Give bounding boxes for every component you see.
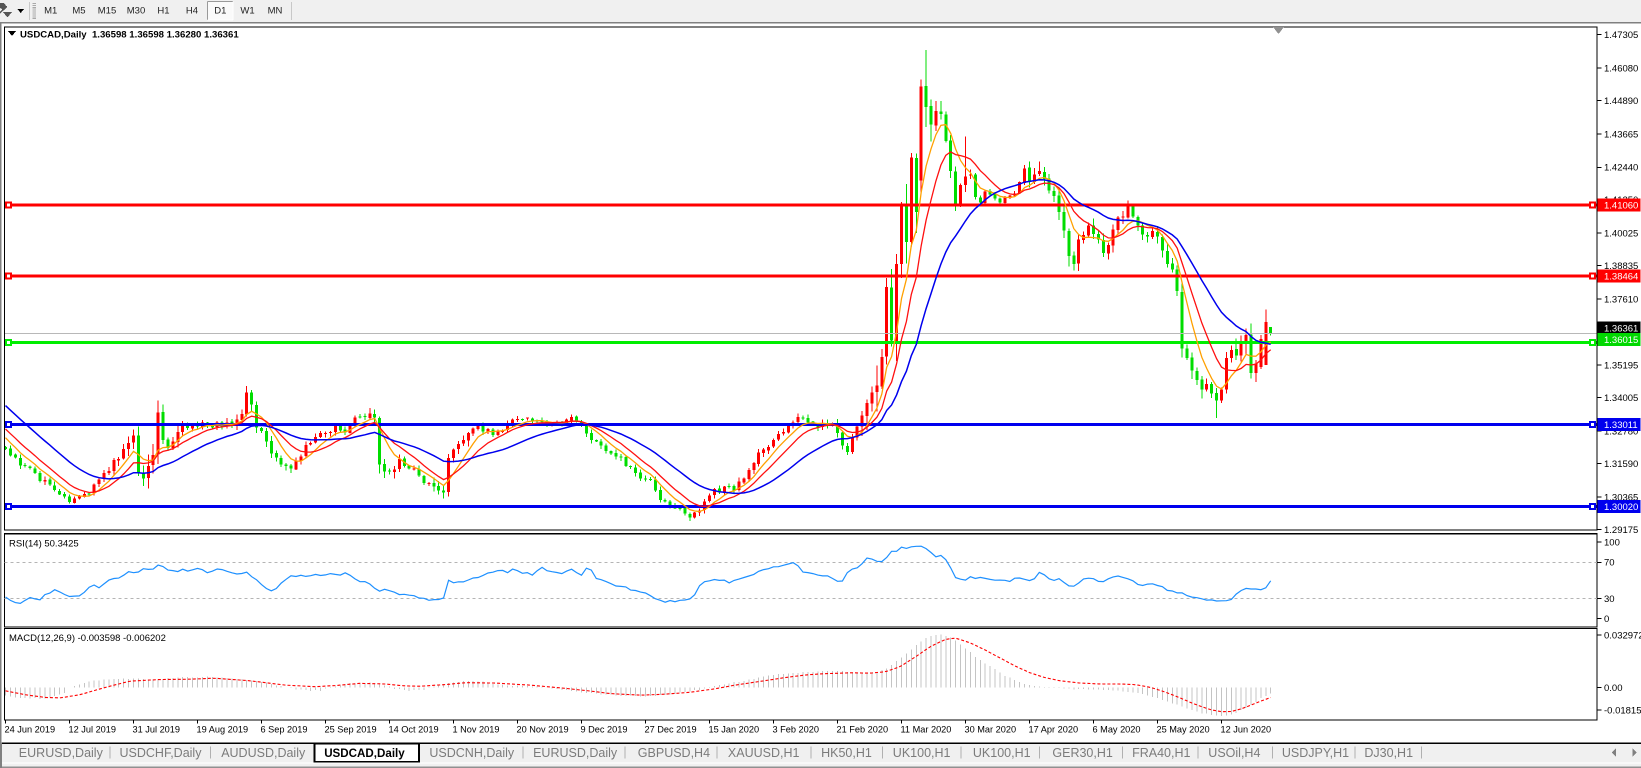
svg-text:USDJPY,H1: USDJPY,H1 (1282, 746, 1349, 760)
svg-text:1.33011: 1.33011 (1604, 420, 1638, 431)
svg-text:UK100,H1: UK100,H1 (973, 746, 1031, 760)
svg-text:MN: MN (268, 6, 283, 17)
svg-text:19 Aug 2019: 19 Aug 2019 (197, 725, 249, 735)
svg-text:1.44890: 1.44890 (1604, 96, 1638, 107)
svg-text:3 Feb 2020: 3 Feb 2020 (773, 725, 820, 735)
svg-text:1.35195: 1.35195 (1604, 361, 1638, 372)
svg-text:1.37610: 1.37610 (1604, 295, 1638, 306)
svg-text:M15: M15 (98, 6, 116, 17)
svg-text:100: 100 (1604, 537, 1620, 548)
svg-text:1.31590: 1.31590 (1604, 459, 1638, 470)
svg-text:USDCNH,Daily: USDCNH,Daily (429, 746, 514, 760)
svg-text:AUDUSD,Daily: AUDUSD,Daily (221, 746, 306, 760)
svg-text:1.30365: 1.30365 (1604, 492, 1638, 503)
svg-text:USDCHF,Daily: USDCHF,Daily (120, 746, 203, 760)
svg-text:EURUSD,Daily: EURUSD,Daily (19, 746, 104, 760)
svg-text:1.30020: 1.30020 (1604, 502, 1638, 513)
svg-text:M5: M5 (72, 6, 85, 17)
svg-text:1.42440: 1.42440 (1604, 163, 1638, 174)
svg-text:20 Nov 2019: 20 Nov 2019 (517, 725, 569, 735)
svg-text:USOil,H4: USOil,H4 (1208, 746, 1260, 760)
svg-text:USDCAD,Daily 1.36598 1.36598: USDCAD,Daily 1.36598 1.36598 1.36280 1.3… (20, 30, 239, 41)
svg-text:6 May 2020: 6 May 2020 (1093, 725, 1141, 735)
svg-text:11 Mar 2020: 11 Mar 2020 (901, 725, 952, 735)
svg-text:25 Sep 2019: 25 Sep 2019 (325, 725, 377, 735)
svg-text:1.36361: 1.36361 (1604, 324, 1638, 335)
svg-text:0.032972: 0.032972 (1604, 630, 1641, 641)
svg-text:31 Jul 2019: 31 Jul 2019 (133, 725, 181, 735)
svg-text:1.38835: 1.38835 (1604, 261, 1638, 272)
svg-text:1.34005: 1.34005 (1604, 393, 1638, 404)
svg-text:9 Dec 2019: 9 Dec 2019 (581, 725, 628, 735)
svg-text:GBPUSD,H4: GBPUSD,H4 (638, 746, 710, 760)
svg-text:25 May 2020: 25 May 2020 (1157, 725, 1210, 735)
svg-text:GER30,H1: GER30,H1 (1052, 746, 1112, 760)
svg-text:1.41060: 1.41060 (1604, 200, 1638, 211)
svg-text:M30: M30 (127, 6, 145, 17)
svg-text:14 Oct 2019: 14 Oct 2019 (389, 725, 439, 735)
svg-text:0: 0 (1604, 614, 1609, 625)
svg-text:1.47305: 1.47305 (1604, 30, 1638, 41)
svg-text:17 Apr 2020: 17 Apr 2020 (1029, 725, 1079, 735)
svg-text:1 Nov 2019: 1 Nov 2019 (453, 725, 500, 735)
svg-text:H1: H1 (157, 6, 169, 17)
svg-text:1.32780: 1.32780 (1604, 426, 1638, 437)
svg-text:UK100,H1: UK100,H1 (893, 746, 951, 760)
svg-text:HK50,H1: HK50,H1 (821, 746, 872, 760)
svg-text:USDCAD,Daily: USDCAD,Daily (324, 747, 405, 760)
svg-text:12 Jul 2019: 12 Jul 2019 (69, 725, 117, 735)
svg-text:15 Jan 2020: 15 Jan 2020 (709, 725, 760, 735)
svg-text:D1: D1 (214, 6, 226, 17)
svg-text:W1: W1 (240, 6, 254, 17)
svg-text:XAUUSD,H1: XAUUSD,H1 (728, 746, 800, 760)
svg-text:70: 70 (1604, 558, 1615, 569)
svg-text:RSI(14) 50.3425: RSI(14) 50.3425 (9, 539, 79, 550)
svg-text:-0.018154: -0.018154 (1604, 705, 1641, 716)
svg-text:21 Feb 2020: 21 Feb 2020 (837, 725, 889, 735)
svg-text:0.00: 0.00 (1604, 683, 1623, 694)
svg-text:EURUSD,Daily: EURUSD,Daily (533, 746, 618, 760)
svg-text:24 Jun 2019: 24 Jun 2019 (5, 725, 56, 735)
svg-text:6 Sep 2019: 6 Sep 2019 (261, 725, 308, 735)
svg-text:M1: M1 (44, 6, 57, 17)
svg-text:FRA40,H1: FRA40,H1 (1132, 746, 1190, 760)
svg-text:H4: H4 (186, 6, 198, 17)
svg-text:30: 30 (1604, 594, 1615, 605)
svg-text:30 Mar 2020: 30 Mar 2020 (965, 725, 1017, 735)
svg-text:1.36015: 1.36015 (1604, 335, 1638, 346)
svg-text:DJ30,H1: DJ30,H1 (1364, 746, 1413, 760)
svg-text:MACD(12,26,9) -0.003598 -0.006: MACD(12,26,9) -0.003598 -0.006202 (9, 633, 166, 644)
svg-text:1.46080: 1.46080 (1604, 63, 1638, 74)
svg-text:1.38464: 1.38464 (1604, 271, 1638, 282)
svg-text:27 Dec 2019: 27 Dec 2019 (645, 725, 697, 735)
svg-text:1.29175: 1.29175 (1604, 525, 1638, 536)
svg-text:1.43665: 1.43665 (1604, 129, 1638, 140)
svg-text:1.40025: 1.40025 (1604, 229, 1638, 240)
svg-text:12 Jun 2020: 12 Jun 2020 (1221, 725, 1272, 735)
